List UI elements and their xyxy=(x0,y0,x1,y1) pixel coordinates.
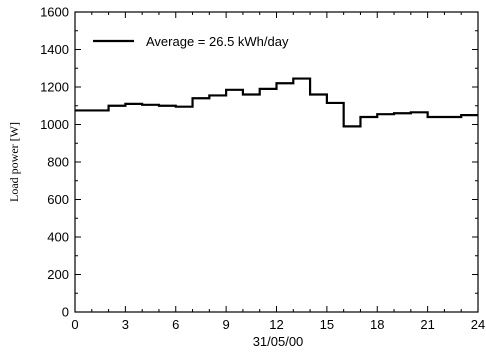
y-tick-label: 200 xyxy=(47,267,69,282)
y-tick-label: 0 xyxy=(62,305,69,320)
x-tick-label: 0 xyxy=(71,317,78,332)
y-tick-label: 600 xyxy=(47,192,69,207)
y-tick-label: 1600 xyxy=(40,5,69,20)
y-tick-label: 400 xyxy=(47,230,69,245)
x-tick-label: 3 xyxy=(122,317,129,332)
x-tick-label: 18 xyxy=(370,317,384,332)
x-tick-label: 15 xyxy=(320,317,334,332)
series-step-line-0 xyxy=(75,77,478,128)
x-tick-label: 9 xyxy=(223,317,230,332)
legend-label: Average = 26.5 kWh/day xyxy=(146,34,289,49)
y-tick-label: 1200 xyxy=(40,80,69,95)
x-tick-label: 12 xyxy=(269,317,283,332)
tick-labels: 0 3 6 9 12 15 18 21 24 0 200 400 600 800 1000 1200 1400 1… xyxy=(40,5,485,333)
x-axis-label: 31/05/00 xyxy=(253,334,304,349)
x-tick-label: 24 xyxy=(471,317,485,332)
series-group xyxy=(75,77,478,128)
y-axis-label: Load power [W] xyxy=(7,122,21,202)
y-tick-label: 800 xyxy=(47,155,69,170)
x-tick-label: 6 xyxy=(172,317,179,332)
plot-frame xyxy=(74,11,479,313)
y-tick-label: 1000 xyxy=(40,117,69,132)
legend: Average = 26.5 kWh/day xyxy=(93,34,289,49)
x-tick-label: 21 xyxy=(420,317,434,332)
y-tick-label: 1400 xyxy=(40,42,69,57)
